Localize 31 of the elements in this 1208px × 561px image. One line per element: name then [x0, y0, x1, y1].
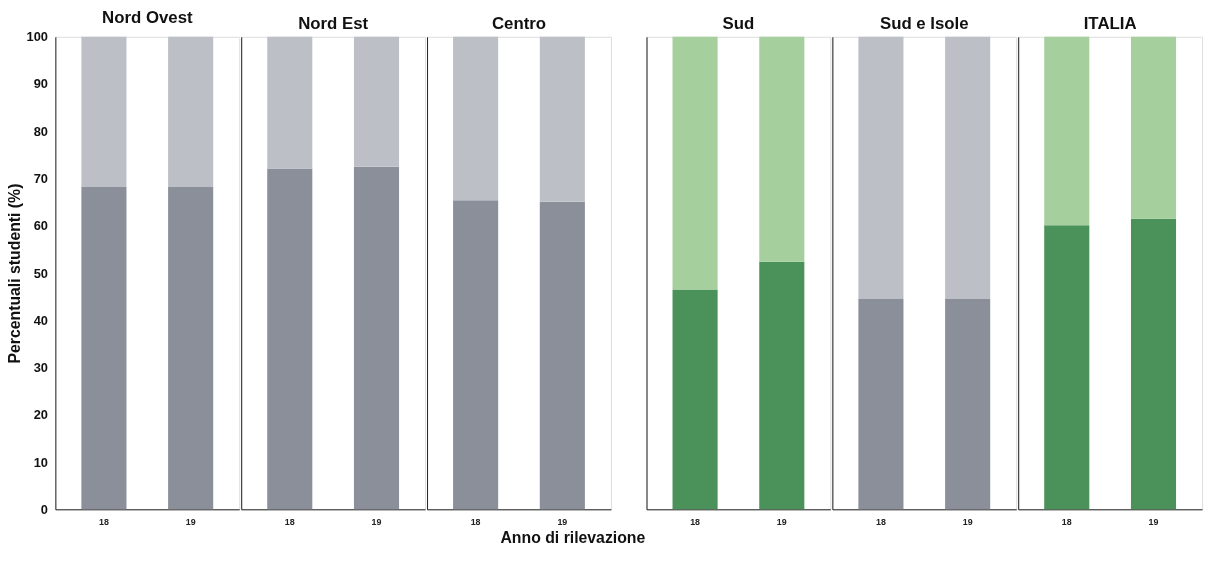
- y-tick-label: 50: [33, 265, 48, 281]
- x-tick-label: 19: [1148, 516, 1159, 527]
- y-tick-label: 100: [26, 29, 48, 45]
- y-tick-label: 70: [33, 171, 48, 186]
- y-tick-label: 80: [33, 123, 48, 139]
- chart-title: Centro: [491, 13, 547, 33]
- x-tick-label: 19: [776, 516, 787, 527]
- chart-title: Sud e Isole: [879, 13, 969, 33]
- chart-title: Nord Ovest: [102, 7, 193, 27]
- x-tick-label: 18: [470, 516, 481, 527]
- chart-title: Sud: [722, 13, 755, 33]
- y-axis-title: Percentuali studenti (%): [5, 183, 23, 364]
- x-tick-label: 18: [284, 516, 295, 527]
- chart-title: ITALIA: [1083, 13, 1137, 33]
- x-tick-label: 18: [98, 516, 109, 527]
- y-tick-label: 20: [33, 407, 48, 423]
- x-tick-label: 19: [557, 516, 568, 527]
- chart-title: Nord Est: [298, 13, 369, 33]
- x-axis-title: Anno di rilevazione: [500, 529, 646, 547]
- x-tick-label: 19: [371, 516, 382, 527]
- y-tick-label: 0: [40, 501, 48, 517]
- y-tick-label: 90: [33, 76, 48, 92]
- x-tick-label: 18: [690, 516, 701, 527]
- x-tick-label: 19: [962, 516, 973, 527]
- x-tick-label: 18: [875, 516, 886, 527]
- x-tick-label: 19: [185, 516, 196, 527]
- y-tick-label: 40: [33, 312, 48, 328]
- x-tick-label: 18: [1061, 516, 1072, 527]
- y-tick-label: 10: [33, 454, 48, 470]
- y-tick-label: 60: [33, 218, 48, 234]
- y-tick-label: 30: [33, 360, 48, 375]
